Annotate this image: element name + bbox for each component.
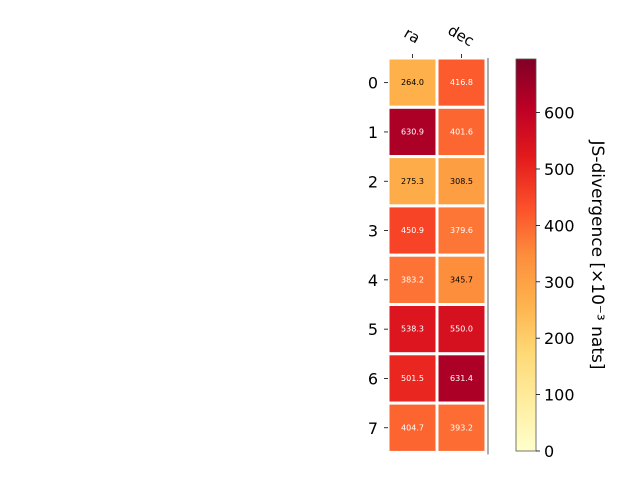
y-tick-label: 6 xyxy=(368,369,378,388)
colorbar: 0 100 200 300 400 500 600 xyxy=(515,58,575,461)
colorbar-tick-label: 200 xyxy=(544,329,575,348)
cell-value-label: 501.5 xyxy=(401,374,424,383)
y-tick-label: 5 xyxy=(368,320,378,339)
heatmap-cell xyxy=(435,155,488,208)
heatmap-cell xyxy=(435,401,488,454)
y-tick-label: 1 xyxy=(368,123,378,142)
colorbar-gradient xyxy=(515,58,537,452)
x-tick-label: ra xyxy=(401,24,423,47)
cell-value-label: 416.8 xyxy=(450,78,473,87)
colorbar-tick-label: 600 xyxy=(544,104,575,123)
heatmap-cell xyxy=(435,105,488,159)
y-tick-label: 2 xyxy=(368,172,378,191)
colorbar-tick-label: 100 xyxy=(544,386,575,405)
cell-value-label: 538.3 xyxy=(401,325,424,334)
y-tick-label: 0 xyxy=(368,74,378,93)
heatmap-plot: 264.0 416.8 630.9 401.6 275.3 308.5 450.9 379.6… xyxy=(368,21,489,455)
y-tick-label: 7 xyxy=(368,419,378,438)
cell-value-label: 345.7 xyxy=(450,275,473,284)
colorbar-tick-label: 300 xyxy=(544,273,575,292)
cell-value-label: 631.4 xyxy=(450,374,473,383)
heatmap-cell xyxy=(435,253,488,306)
y-tick-label: 3 xyxy=(368,222,378,241)
colorbar-label: JS-divergence [×10⁻³ nats] xyxy=(587,140,607,370)
cell-value-label: 404.7 xyxy=(401,423,424,432)
cell-value-label: 275.3 xyxy=(401,177,424,186)
cell-value-label: 630.9 xyxy=(401,127,424,136)
heatmap-cell xyxy=(435,204,488,257)
cell-value-label: 379.6 xyxy=(450,226,473,235)
colorbar-tick-label: 400 xyxy=(544,216,575,235)
y-tick-label: 4 xyxy=(368,271,378,290)
cell-value-label: 308.5 xyxy=(450,177,473,186)
cell-value-label: 550.0 xyxy=(450,325,473,334)
colorbar-tick-label: 500 xyxy=(544,160,575,179)
cell-value-label: 401.6 xyxy=(450,127,473,136)
cell-value-label: 450.9 xyxy=(401,226,424,235)
cell-value-label: 383.2 xyxy=(401,275,424,284)
cell-value-label: 264.0 xyxy=(401,78,424,87)
colorbar-tick-label: 0 xyxy=(544,442,554,461)
x-tick-label: dec xyxy=(445,21,477,50)
cell-value-label: 393.2 xyxy=(450,423,473,432)
